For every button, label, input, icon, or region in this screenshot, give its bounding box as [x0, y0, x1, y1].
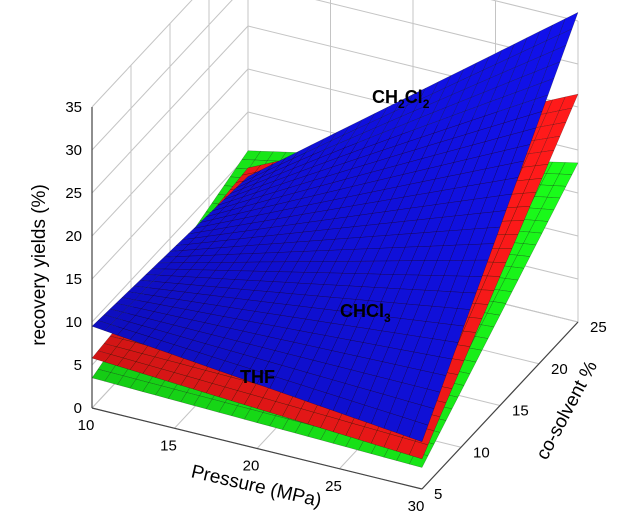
y-tick-label: 5	[434, 486, 442, 503]
x-tick-label: 20	[243, 458, 260, 475]
z-tick-label: 15	[65, 271, 82, 288]
gridline	[91, 154, 249, 323]
z-tick-label: 10	[65, 314, 82, 331]
z-tick-label: 5	[74, 357, 82, 374]
gridline	[91, 0, 193, 108]
y-tick-label: 25	[590, 319, 607, 336]
y-tick-label: 10	[473, 444, 490, 461]
z-tick-label: 0	[74, 400, 82, 417]
chart-surfaces	[91, 12, 579, 468]
gridline	[490, 0, 579, 22]
y-tick-label: 15	[512, 403, 529, 420]
series-label-thf: THF	[240, 367, 275, 387]
z-tick-label: 35	[65, 99, 82, 116]
axis-line-y	[421, 321, 579, 490]
x-tick-label: 10	[78, 417, 95, 434]
x-tick-label: 15	[160, 437, 177, 454]
z-axis-title: recovery yields (%)	[29, 184, 50, 346]
x-tick-label: 25	[325, 478, 342, 495]
axis-line-x	[91, 407, 423, 490]
surface-2	[91, 12, 579, 442]
z-tick-label: 20	[65, 228, 82, 245]
series-label-chcl3: CHCl3	[340, 301, 391, 325]
gridline	[91, 0, 233, 151]
surface-cell	[409, 441, 429, 460]
gridline	[91, 25, 249, 194]
series-label-ch2cl2: CH2Cl2	[372, 87, 430, 111]
x-tick-label: 30	[408, 498, 425, 515]
z-tick-label: 30	[65, 142, 82, 159]
gridline	[91, 68, 249, 237]
surface-cell	[409, 420, 429, 442]
gridline	[91, 111, 249, 280]
chart-tick-labels: 0 5 10 15 20 25 30 35 10 15 20 25 30 5 10 15 20 25	[65, 99, 606, 515]
y-tick-label: 20	[551, 361, 568, 378]
z-tick-label: 25	[65, 185, 82, 202]
